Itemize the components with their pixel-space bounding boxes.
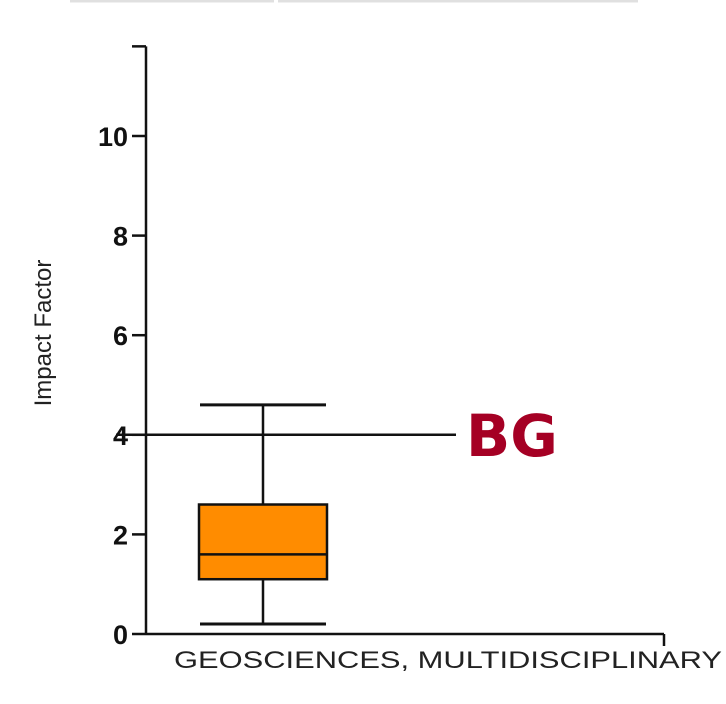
y-axis-title: Impact Factor — [30, 260, 57, 407]
iqr-box — [197, 503, 329, 581]
box-plot — [197, 403, 329, 626]
y-tick-label: 0 — [113, 620, 128, 650]
y-tick-label: 8 — [113, 222, 128, 252]
y-ticks — [132, 134, 146, 636]
y-tick-labels: 0246810 — [98, 122, 128, 650]
y-tick-label: 2 — [113, 520, 128, 550]
y-tick-label: 10 — [98, 122, 128, 152]
reference-line-label: BG — [466, 402, 558, 470]
y-tick-label: 6 — [113, 321, 128, 351]
category-label: GEOSCIENCES, MULTIDISCIPLINARY — [174, 647, 722, 674]
